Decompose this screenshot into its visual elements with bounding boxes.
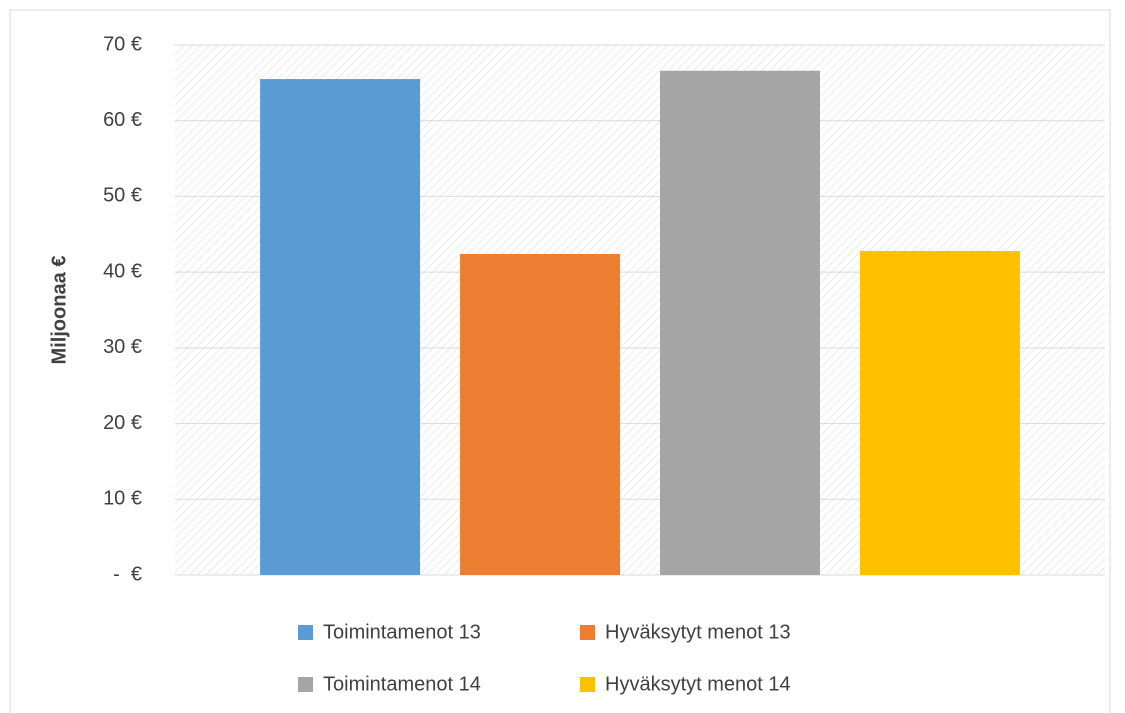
y-tick-label: 50 €	[103, 185, 142, 207]
legend-label: Hyväksytyt menot 14	[605, 673, 791, 695]
legend-swatch	[580, 625, 595, 640]
bar	[460, 253, 621, 575]
legend-swatch	[298, 677, 313, 692]
legend-label: Toimintamenot 14	[323, 673, 481, 695]
legend-swatch	[298, 625, 313, 640]
y-tick-label: 40 €	[103, 260, 142, 282]
chart-border	[9, 9, 1111, 713]
y-tick-label: 30 €	[103, 336, 142, 358]
y-tick-label: 70 €	[103, 33, 142, 55]
y-tick-label: - €	[113, 563, 142, 585]
y-tick-label: 10 €	[103, 488, 142, 510]
bar	[859, 250, 1020, 575]
bar	[260, 79, 421, 576]
legend-label: Toimintamenot 13	[323, 621, 481, 643]
legend-swatch	[580, 677, 595, 692]
legend-label: Hyväksytyt menot 13	[605, 621, 791, 643]
y-axis-label: Miljoonaa €	[48, 256, 70, 365]
y-tick-label: 20 €	[103, 412, 142, 434]
y-tick-label: 60 €	[103, 109, 142, 131]
bar	[659, 70, 820, 575]
